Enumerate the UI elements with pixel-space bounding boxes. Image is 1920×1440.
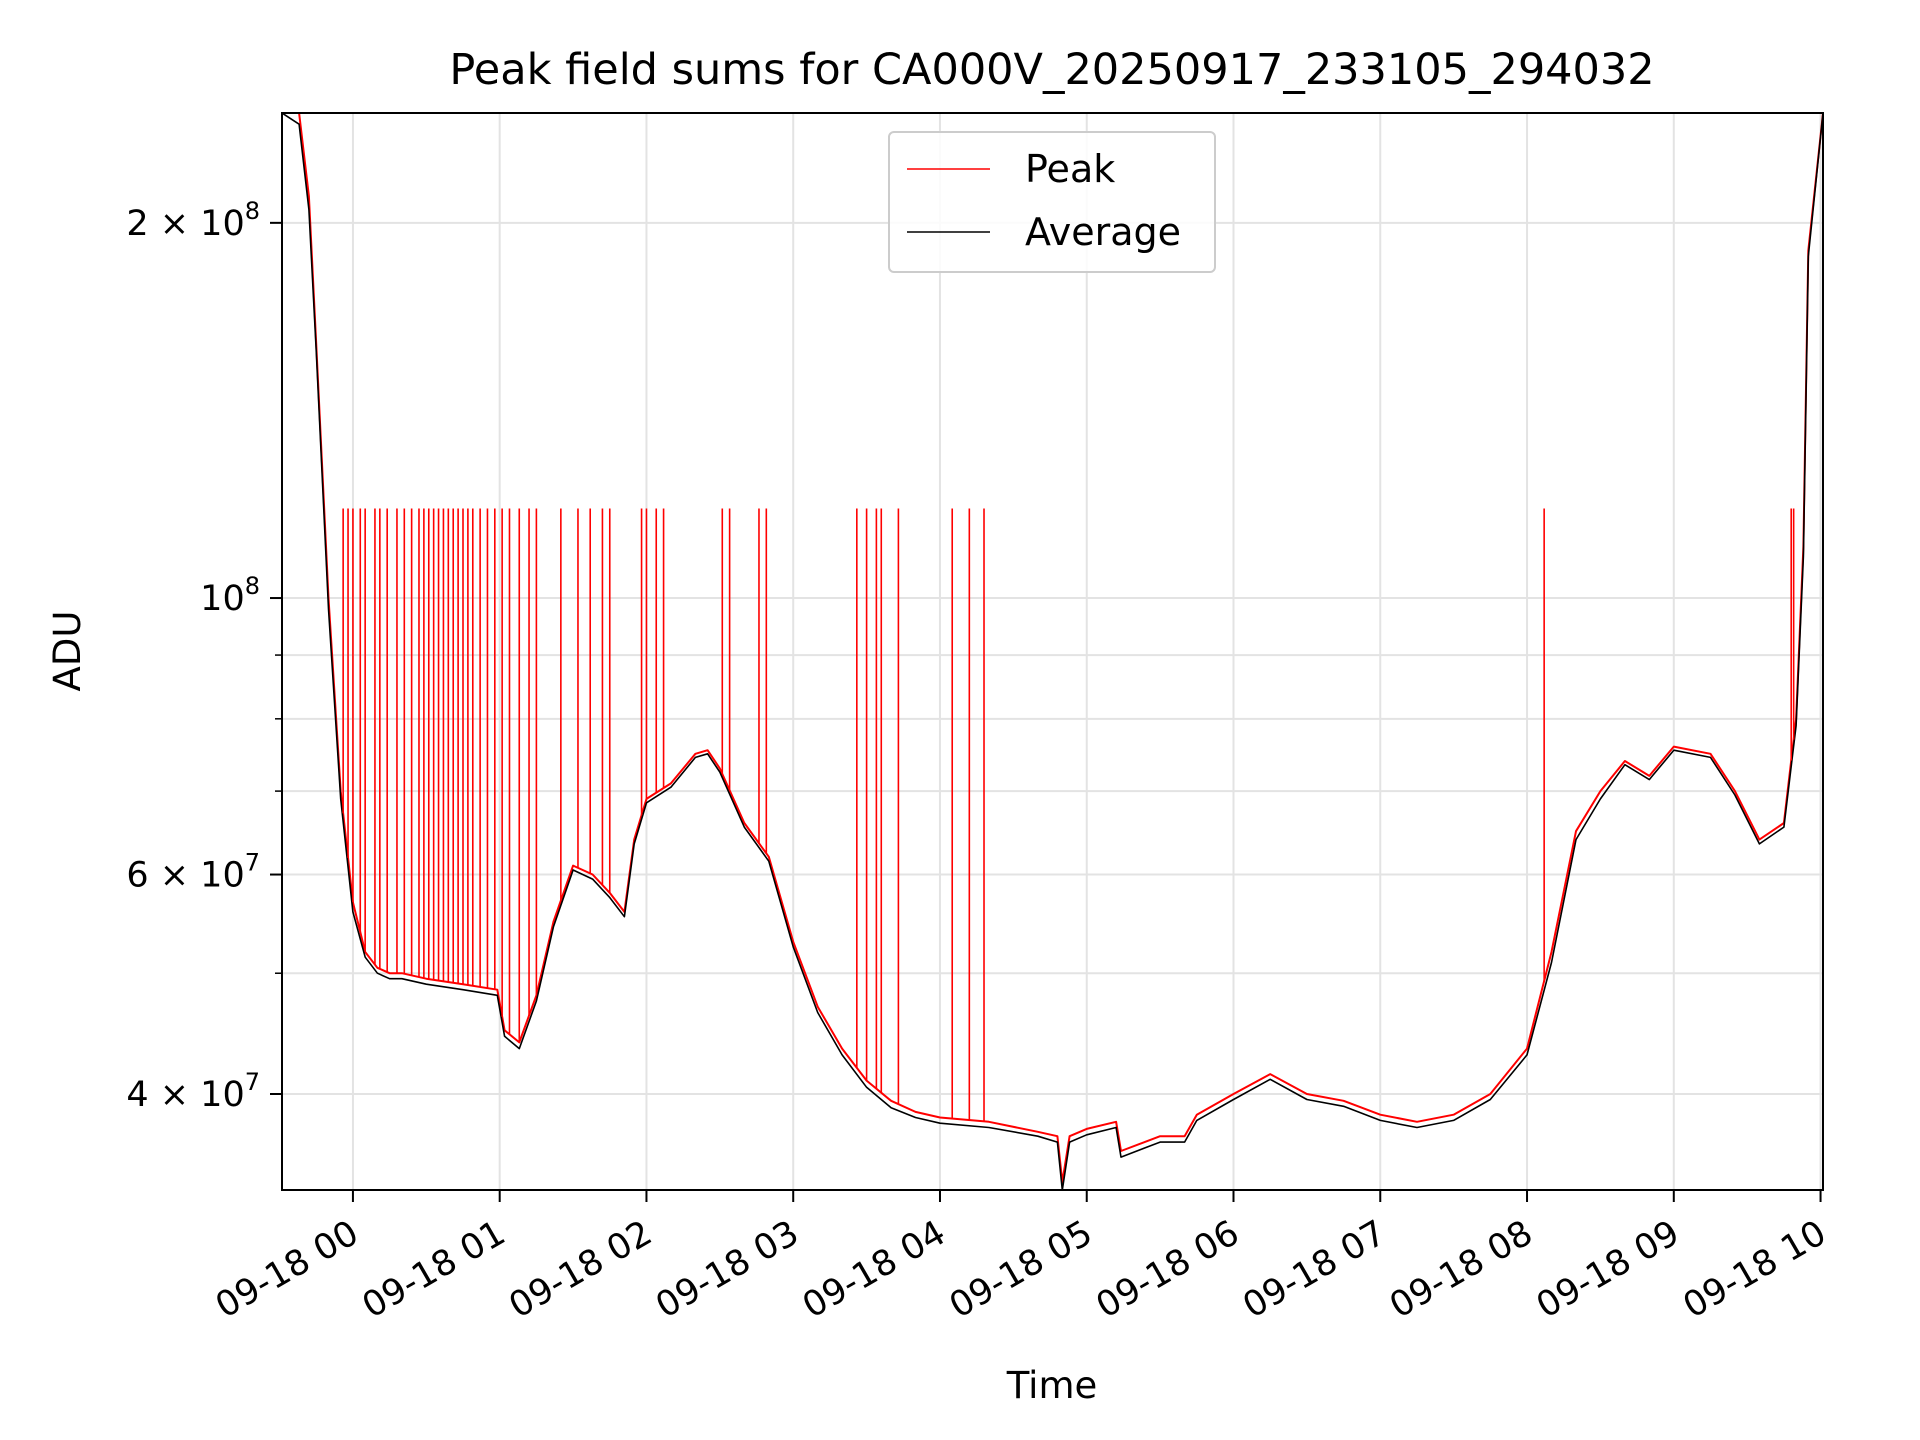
- y-axis: 4 × 107 6 × 107 108 2 × 108: [126, 197, 282, 1115]
- legend-label-peak: Peak: [1025, 147, 1115, 191]
- plot-frame: [281, 112, 1824, 1191]
- series-line-average: [282, 113, 1823, 1190]
- y-tick-exponent: 7: [245, 1068, 260, 1096]
- y-tick-label: 108: [200, 572, 260, 619]
- y-tick-exponent: 8: [245, 572, 260, 600]
- x-axis-label: Time: [1006, 1364, 1098, 1407]
- y-tick-label: 6 × 107: [126, 849, 260, 896]
- y-tick-label: 4 × 107: [126, 1068, 260, 1115]
- legend: Peak Average: [888, 131, 1216, 273]
- chart-title: Peak field sums for CA000V_20250917_2331…: [449, 45, 1654, 95]
- y-tick-exponent: 8: [245, 197, 260, 225]
- legend-box: [888, 131, 1216, 273]
- legend-label-average: Average: [1025, 210, 1181, 254]
- y-tick-exponent: 7: [245, 849, 260, 877]
- y-tick-label: 2 × 108: [126, 197, 260, 244]
- y-axis-label: ADU: [46, 611, 89, 692]
- plot-area: [282, 113, 1823, 1190]
- series-line-peak: [282, 113, 1823, 1183]
